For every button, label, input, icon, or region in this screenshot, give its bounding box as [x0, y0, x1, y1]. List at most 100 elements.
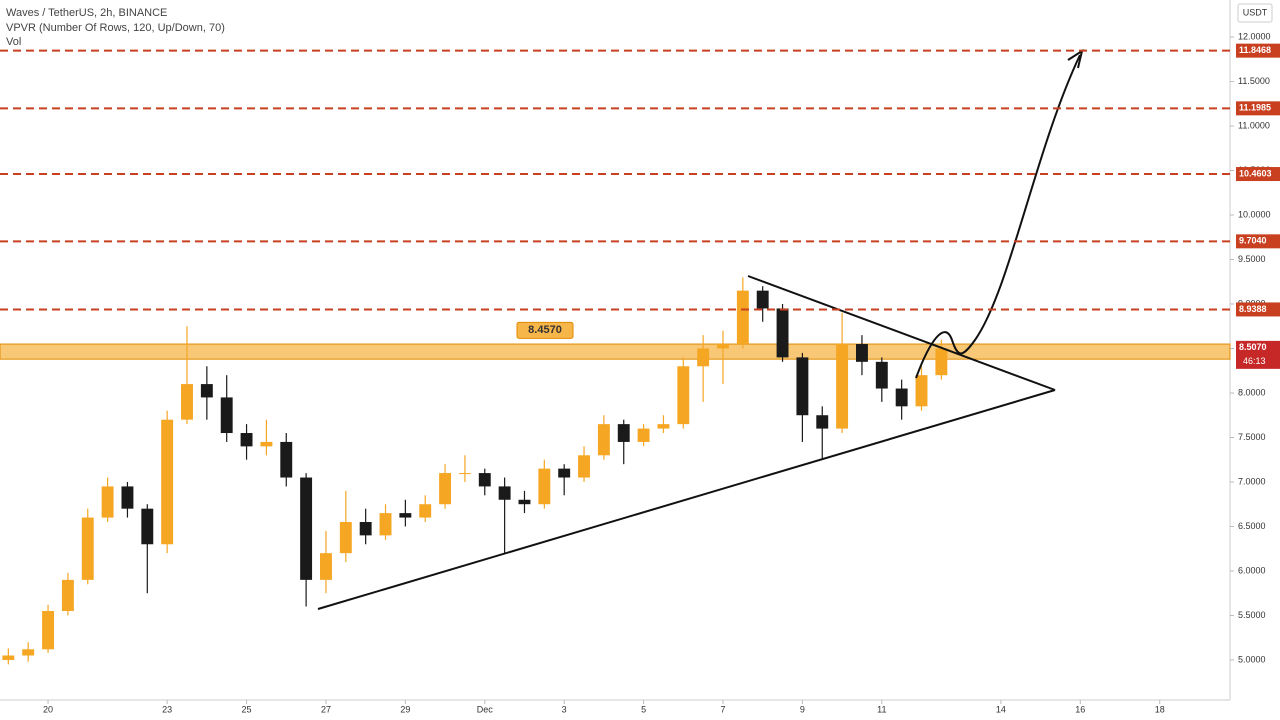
candle-body [161, 419, 174, 545]
candle-body [141, 508, 154, 545]
triangle-upper-line [747, 275, 1056, 391]
candle-body [776, 308, 789, 358]
y-tick-label: 7.0000 [1238, 476, 1266, 486]
candle-body [240, 433, 253, 447]
candle-body [200, 384, 213, 398]
candle-body [578, 455, 590, 478]
candle-body [181, 384, 193, 420]
candle-body [518, 499, 531, 505]
x-tick-label: 16 [1075, 704, 1085, 714]
y-tick-label: 9.5000 [1238, 254, 1266, 264]
level-label: 11.8468 [1239, 45, 1271, 55]
indicator-label: Vol [6, 36, 21, 48]
candle-body [439, 473, 452, 505]
chart-title: Waves / TetherUS, 2h, BINANCE [6, 7, 167, 19]
y-tick-label: 8.0000 [1238, 387, 1266, 397]
candle-body [280, 441, 293, 478]
candle-body [359, 522, 372, 536]
candle-body [736, 290, 749, 345]
y-tick-label: 7.5000 [1238, 432, 1266, 442]
y-tick-label: 10.0000 [1238, 209, 1271, 219]
x-tick-label: 25 [242, 704, 252, 714]
x-tick-label: 3 [562, 704, 567, 714]
candle-body [458, 473, 471, 475]
x-tick-label: Dec [477, 704, 494, 714]
candle-body [101, 486, 114, 518]
candle-body [836, 344, 849, 429]
candle-body [816, 415, 829, 429]
candle-body [379, 513, 392, 536]
candle-body [320, 553, 332, 580]
currency-box[interactable] [1237, 3, 1273, 23]
triangle-lower-line [317, 389, 1056, 610]
level-label-box [1236, 167, 1280, 182]
last-price-label: 8.5070 [1239, 342, 1267, 352]
level-label-box [1236, 302, 1280, 317]
candle-body [399, 513, 412, 518]
candle-body [796, 357, 809, 416]
y-tick-label: 5.0000 [1238, 654, 1266, 664]
candle-body [875, 361, 888, 389]
candle-body [915, 375, 928, 407]
candle-body [697, 348, 710, 367]
candle-body [617, 424, 630, 442]
level-label-box [1236, 101, 1280, 116]
candle-body [538, 468, 551, 505]
x-tick-label: 29 [400, 704, 410, 714]
y-tick-label: 11.5000 [1238, 76, 1270, 86]
level-label: 11.1985 [1239, 103, 1271, 113]
x-tick-label: 23 [162, 704, 172, 714]
x-tick-label: 27 [321, 704, 331, 714]
y-tick-label: 12.0000 [1238, 31, 1271, 41]
support-zone [0, 343, 1231, 360]
bar-countdown: 46:13 [1243, 356, 1266, 366]
x-tick-label: 5 [641, 704, 646, 714]
candle-body [677, 366, 690, 425]
candle-body [300, 477, 313, 580]
candle-body [260, 441, 273, 447]
candle-body [2, 655, 15, 660]
x-tick-label: 11 [877, 704, 886, 714]
x-tick-label: 14 [996, 704, 1006, 714]
x-tick-label: 9 [800, 704, 805, 714]
candle-body [657, 424, 670, 429]
candle-body [478, 473, 491, 487]
zone-annotation-box [516, 321, 574, 339]
last-price-box [1236, 340, 1280, 369]
indicator-label: VPVR (Number Of Rows, 120, Up/Down, 70) [6, 22, 225, 34]
candle-body [498, 486, 511, 500]
candle-body [22, 649, 35, 656]
candle-body [339, 522, 352, 554]
level-label: 9.7040 [1239, 236, 1267, 246]
candle-body [61, 579, 74, 612]
level-label-box [1236, 234, 1280, 249]
zone-annotation: 8.4570 [528, 324, 562, 336]
level-label: 10.4603 [1239, 168, 1272, 178]
projection-arrow [915, 54, 1081, 379]
y-tick-label: 5.5000 [1238, 610, 1266, 620]
candle-body [121, 486, 134, 509]
currency-label[interactable]: USDT [1243, 7, 1268, 17]
y-tick-label: 11.0000 [1238, 120, 1270, 130]
candle-body [637, 428, 650, 442]
candle-body [895, 388, 908, 407]
candle-body [756, 290, 769, 309]
y-tick-label: 6.5000 [1238, 521, 1266, 531]
candle-body [935, 348, 948, 376]
candle-body [597, 424, 610, 456]
x-tick-label: 20 [43, 704, 53, 714]
candle-body [220, 397, 233, 434]
x-tick-label: 7 [720, 704, 725, 714]
candle-body [558, 468, 571, 478]
candle-body [855, 344, 868, 362]
plot-area: 8.4570 [0, 277, 1231, 665]
x-tick-label: 18 [1155, 704, 1165, 714]
drawings [317, 48, 1084, 610]
candle-body [717, 344, 729, 349]
level-label-box [1236, 43, 1280, 58]
y-tick-label: 6.0000 [1238, 565, 1266, 575]
level-label: 8.9388 [1239, 304, 1267, 314]
candle-body [42, 611, 54, 650]
